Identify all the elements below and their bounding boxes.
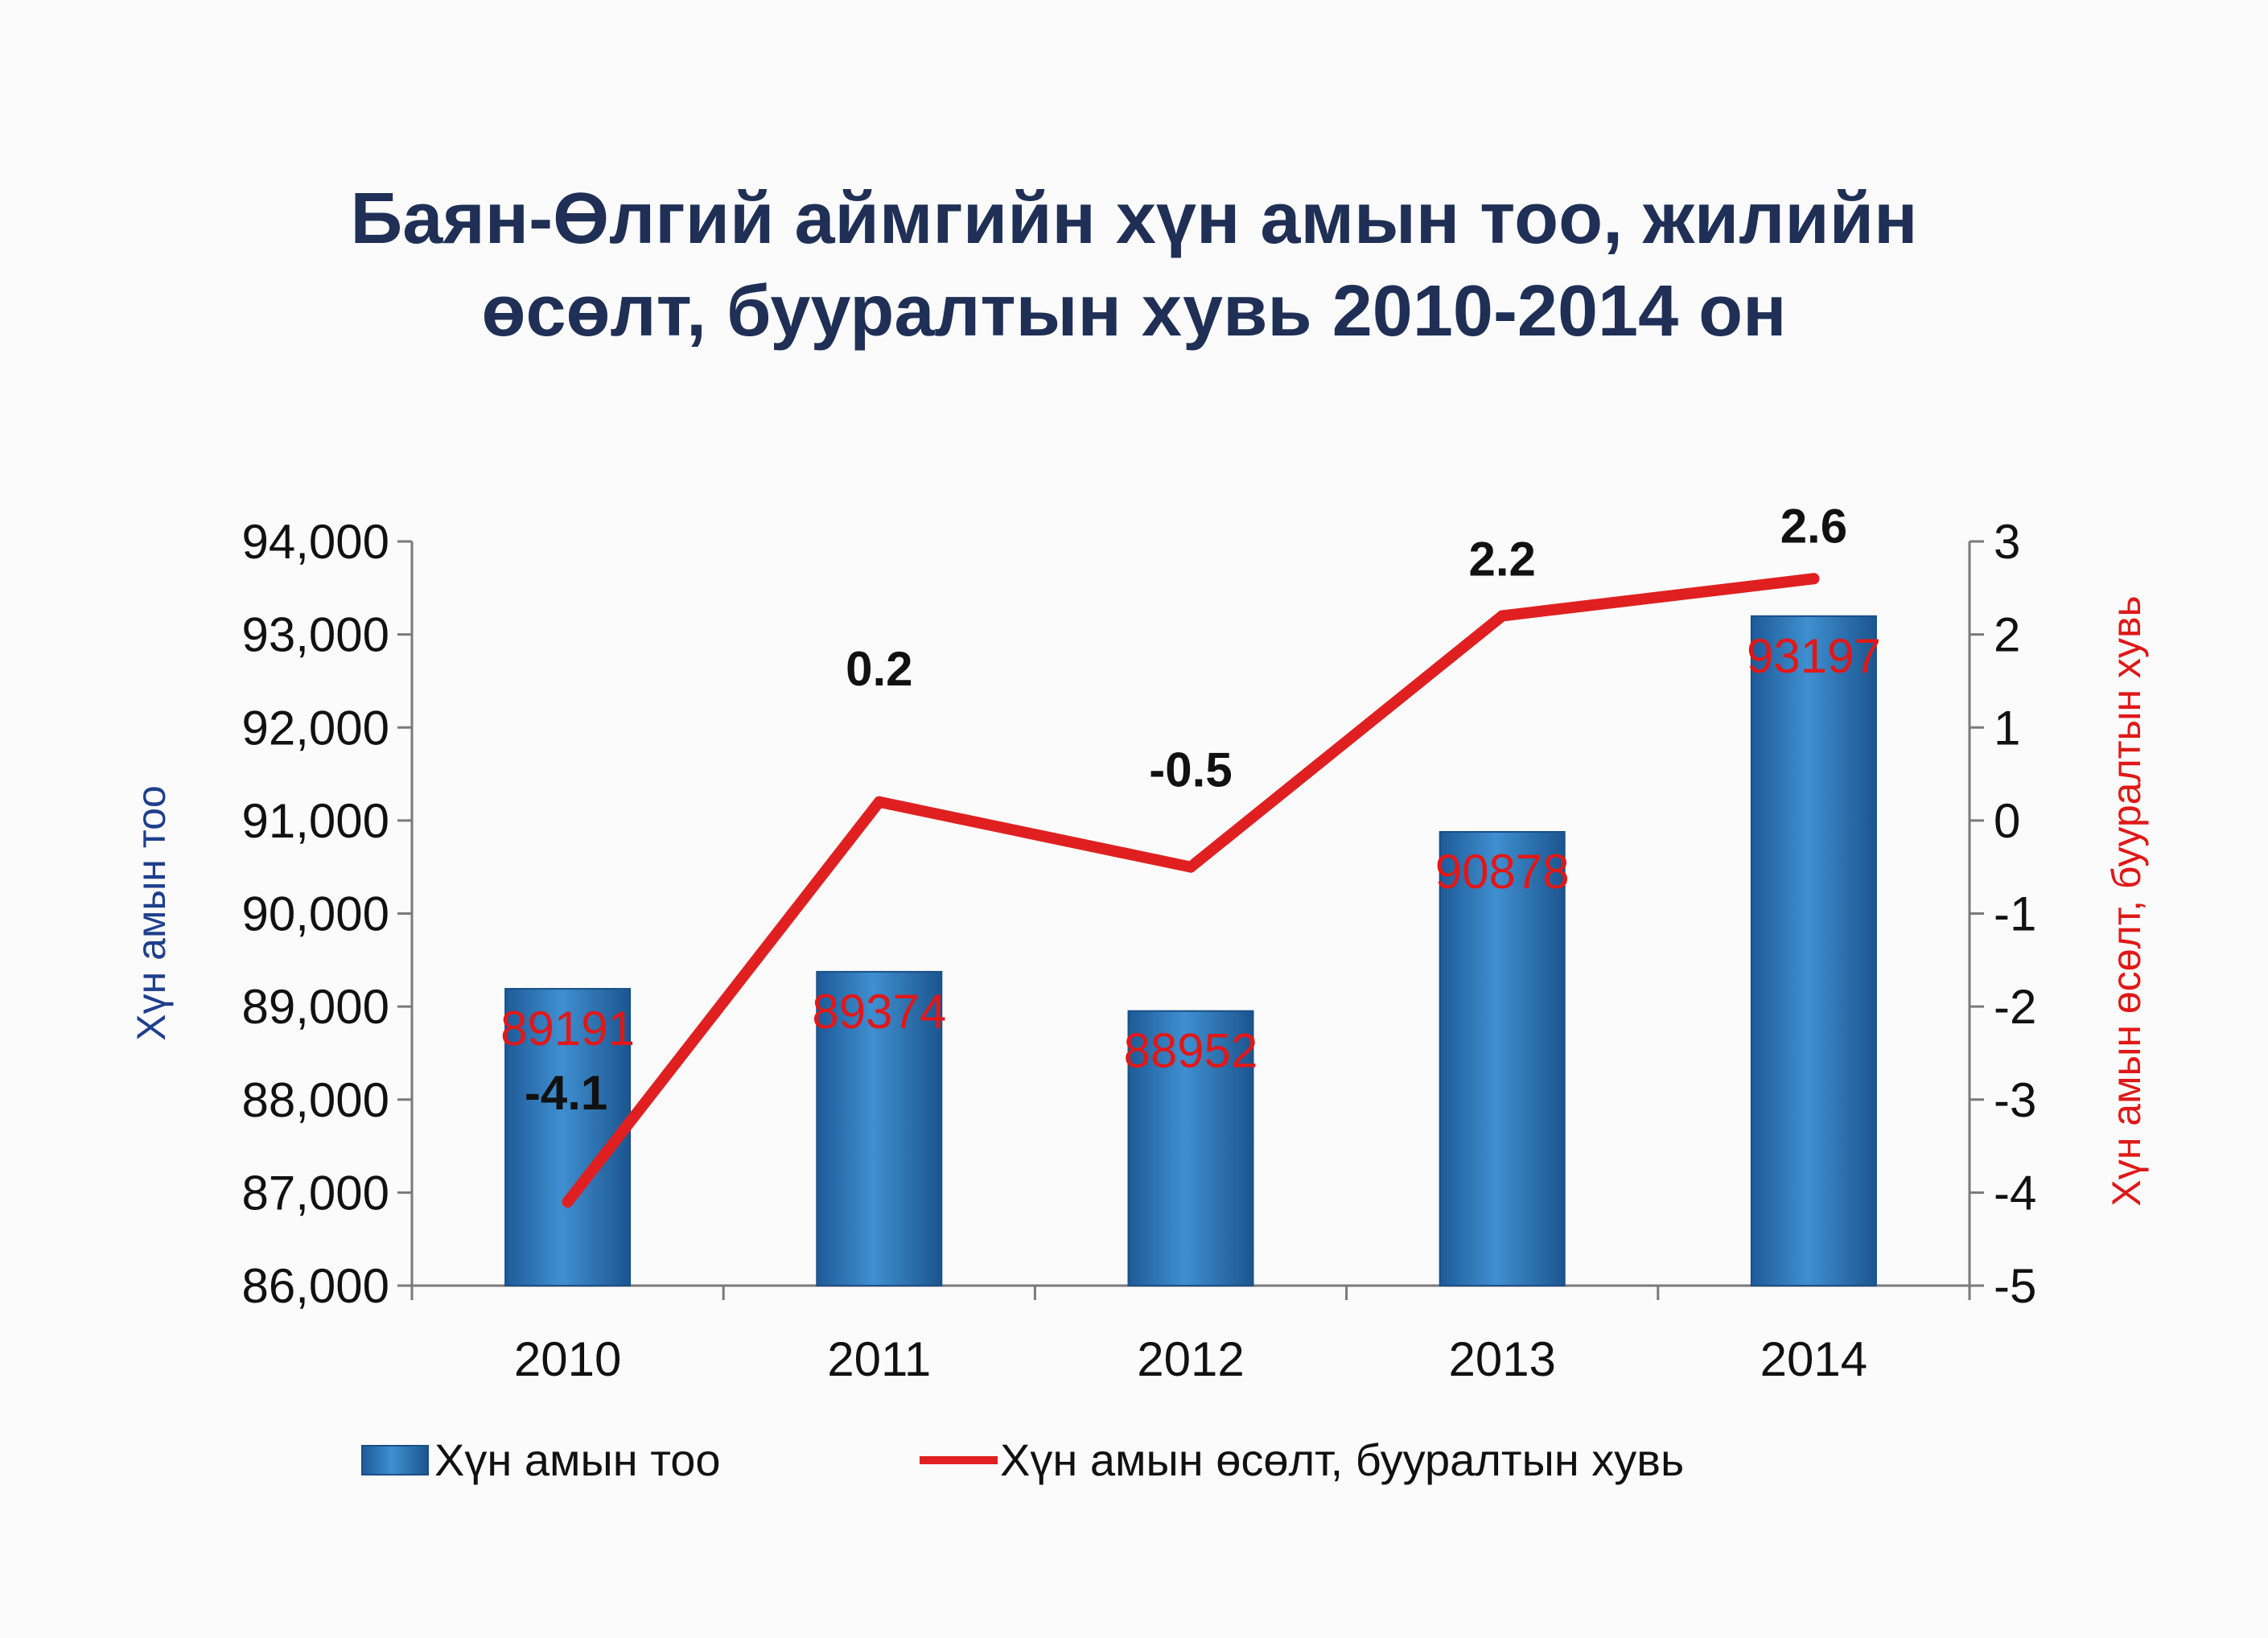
right-tick-label: 1 (1994, 701, 2020, 755)
right-tick-label: -2 (1994, 980, 2036, 1034)
right-tick-label: -4 (1994, 1166, 2036, 1220)
left-tick-label: 86,000 (241, 1259, 389, 1313)
line-data-label: 0.2 (846, 642, 912, 696)
chart-title-line-2: өсөлт, бууралтын хувь 2010-2014 он (481, 271, 1787, 352)
right-tick-label: -1 (1994, 887, 2036, 941)
bar-data-label: 89374 (812, 985, 946, 1039)
line-point (873, 796, 885, 808)
right-tick-label: 3 (1994, 515, 2020, 569)
left-axis-title: Хүн амын тоо (129, 785, 174, 1040)
bar-series (504, 615, 1877, 1287)
left-tick-label: 91,000 (241, 794, 389, 848)
right-tick-label: -5 (1994, 1259, 2036, 1313)
x-tick-label: 2014 (1760, 1332, 1867, 1386)
left-tick-label: 93,000 (241, 608, 389, 662)
left-tick-label: 88,000 (241, 1073, 389, 1127)
bar (1439, 830, 1566, 1286)
line-point (1808, 573, 1820, 585)
legend-bar-label: Хүн амын тоо (434, 1434, 721, 1485)
left-tick-label: 90,000 (241, 887, 389, 941)
left-tick-label: 92,000 (241, 701, 389, 755)
legend: Хүн амын тоо Хүн амын өсөлт, бууралтын х… (361, 1434, 1684, 1485)
left-tick-label: 87,000 (241, 1166, 389, 1220)
bar (1127, 1010, 1254, 1287)
bar-data-label: 89191 (500, 1002, 635, 1056)
chart-title-line-1: Баян-Өлгий аймгийн хүн амын тоо, жилийн (350, 179, 1918, 259)
line-data-label: -0.5 (1149, 743, 1232, 797)
x-tick-label: 2011 (827, 1332, 931, 1386)
legend-bar-swatch (361, 1445, 429, 1475)
bar-data-label: 90878 (1435, 845, 1570, 899)
chart-title: Баян-Өлгий аймгийн хүн амын тоо, жилийн … (0, 173, 2268, 358)
legend-line-label: Хүн амын өсөлт, бууралтын хувь (1000, 1434, 1684, 1485)
bar (504, 988, 632, 1287)
bar-data-label: 93197 (1747, 629, 1881, 683)
right-tick-label: 2 (1994, 608, 2020, 662)
left-tick-label: 89,000 (241, 980, 389, 1034)
left-tick-label: 94,000 (241, 515, 389, 569)
axes: 86,000 87,000 88,000 89,000 90,000 91,000 92,0… (241, 515, 2036, 1386)
line-data-label: -4.1 (525, 1066, 607, 1120)
line-data-label: 2.6 (1780, 499, 1847, 553)
line-data-label: 2.2 (1468, 533, 1535, 586)
line-point (562, 1196, 574, 1208)
bar (816, 970, 943, 1286)
right-axis-title: Хүн амын өсөлт, бууралтын хувь (2104, 595, 2149, 1206)
x-tick-label: 2013 (1448, 1332, 1555, 1386)
bar-data-label: 88952 (1124, 1024, 1258, 1078)
line-point (1185, 861, 1196, 873)
right-tick-label: 0 (1994, 794, 2020, 848)
bar (1750, 615, 1877, 1286)
bar-data-labels: 89191 89374 88952 90878 93197 (500, 629, 1881, 1078)
line-series (562, 573, 1820, 1208)
line-point (1496, 610, 1509, 622)
x-tick-label: 2012 (1137, 1332, 1244, 1386)
line-data-labels: -4.1 0.2 -0.5 2.2 2.6 (525, 499, 1847, 1120)
right-tick-label: -3 (1994, 1073, 2036, 1127)
x-tick-label: 2010 (514, 1332, 621, 1386)
